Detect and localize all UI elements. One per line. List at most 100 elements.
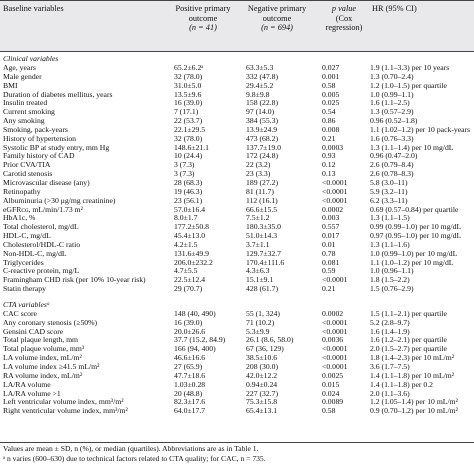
hr-cell: 1.6 (1.4–1.9): [370, 326, 410, 336]
pvalue-cell: 0.027: [322, 63, 340, 72]
pvalue-cell: 0.024: [322, 388, 340, 398]
positive-cell: 13.5±9.6: [174, 89, 202, 99]
hr-cell: 5.9 (3.2–11): [370, 186, 408, 196]
table-row: Carotid stenosis 3 (7.3) 23 (3.3) 0.13 2.6 (…: [0, 169, 474, 179]
pvalue-cell: 0.54: [322, 107, 336, 117]
variable-cell: Retinopathy: [3, 186, 41, 196]
variable-cell: Albuminuria (>30 μg/mg creatinine): [3, 195, 116, 205]
hr-cell: 2.6 (0.79–8.4): [370, 160, 414, 170]
pvalue-cell: 0.78: [322, 248, 336, 258]
hr-cell: 2.6 (0.78–8.3): [370, 169, 414, 179]
pvalue-cell: <0.0001: [322, 177, 348, 187]
positive-cell: 32 (78.0): [174, 133, 203, 143]
negative-cell: 384 (55.3): [246, 116, 279, 126]
positive-cell: 20.0±26.6: [174, 326, 206, 336]
header-hr: HR (95% CI): [372, 4, 417, 13]
hr-cell: 1.6 (0.76–3.3): [370, 133, 414, 143]
variable-cell: Microvascular disease (any): [3, 177, 90, 187]
variable-cell: Right ventricular volume index, mm³/m²: [3, 406, 128, 416]
variable-cell: Systolic BP at study entry, mm Hg: [3, 142, 110, 152]
negative-cell: 13.9±24.9: [246, 124, 278, 134]
variable-cell: HDL-C, mg/dL: [3, 231, 51, 241]
table-row: Family history of CAD 10 (24.4) 172 (24.8)…: [0, 152, 474, 161]
positive-cell: 206.0±232.2: [174, 257, 213, 267]
negative-cell: 428 (61.7): [246, 284, 279, 294]
pvalue-cell: 0.59: [322, 266, 336, 276]
hr-cell: 6.2 (3.3–11): [370, 195, 408, 205]
table-row: LA/RA volume 1.03±0.28 0.94±0.24 0.015 1.4 (…: [0, 379, 474, 390]
negative-cell: 29.4±5.2: [246, 80, 274, 90]
table-row: Non-HDL-C, mg/dL 131.6±49.9 129.7±32.7 0.78…: [0, 248, 474, 259]
negative-cell: 172 (24.8): [246, 151, 279, 161]
positive-cell: 1.03±0.28: [174, 379, 206, 389]
negative-cell: 15.1±9.1: [246, 275, 274, 285]
negative-cell: 66.6±15.5: [246, 204, 278, 214]
hr-cell: 3.6 (1.7–7.5): [370, 362, 410, 371]
table-row: CAC score 148 (40, 490) 55 (1, 324) 0.0002 1…: [0, 308, 474, 319]
table-row: eGFRᴄɢ, mL/min/1.73 m² 57.0±16.4 66.6±15.5…: [0, 204, 474, 215]
table-row: Total cholesterol, mg/dL 177.2±50.8 180.3±…: [0, 222, 474, 232]
positive-cell: 64.0±17.7: [174, 406, 206, 416]
table-row: Insulin treated 16 (39.0) 158 (22.8) 0.025 1…: [0, 99, 474, 108]
table-row: Cholesterol/HDL-C ratio 4.2±1.5 3.7±1.1 0.0…: [0, 239, 474, 250]
variable-cell: Insulin treated: [3, 98, 48, 108]
variable-cell: LA volume index, mL/m²: [3, 353, 82, 363]
section-title: Clinical variables: [0, 54, 474, 64]
positive-cell: 45.4±13.0: [174, 231, 206, 241]
pvalue-cell: 0.081: [322, 257, 340, 267]
variable-cell: C-reactive protein, mg/L: [3, 266, 80, 276]
hr-cell: 1.2 (1.0–1.5) per quartile: [370, 80, 447, 90]
header-pvalue: p value (Cox regression): [325, 4, 363, 33]
hr-cell: 2.0 (1.1–3.6): [370, 388, 410, 398]
variable-cell: Prior CVA/TIA: [3, 160, 51, 170]
table-row: Systolic BP at study entry, mm Hg 148.6±2…: [0, 142, 474, 153]
variable-cell: RA volume index, mL/m²: [3, 370, 83, 380]
variable-cell: Triglycerides: [3, 257, 44, 267]
section-title-text: Clinical variables: [3, 54, 59, 63]
positive-cell: 3 (7.3): [174, 169, 195, 179]
header-rule: [0, 51, 474, 52]
table-row: LA volume index, mL/m² 46.6±16.6 38.5±10.6…: [0, 353, 474, 363]
table-row: Prior CVA/TIA 3 (7.3) 22 (3.2) 0.12 2.6 (0.7…: [0, 160, 474, 170]
variable-cell: Gensini CAD score: [3, 326, 64, 336]
negative-cell: 63.3±5.3: [246, 63, 274, 72]
pvalue-cell: 0.0003: [322, 142, 344, 152]
negative-cell: 137.7±19.0: [246, 142, 281, 152]
positive-cell: 8.0±1.7: [174, 213, 198, 223]
positive-cell: 32 (78.0): [174, 71, 203, 81]
hr-cell: 1.1 (1.02–1.2) per 10 pack-years: [370, 124, 471, 134]
pvalue-cell: <0.0001: [322, 317, 348, 327]
header-negative: Negative primary outcome (n = 694): [247, 4, 307, 33]
variable-cell: Any coronary stenosis (≥50%): [3, 317, 98, 327]
hr-cell: 1.3 (0.57–2.9): [370, 107, 414, 117]
negative-cell: 26.1 (8.6, 58.0): [246, 335, 294, 345]
pvalue-cell: 0.557: [322, 222, 340, 232]
pvalue-cell: 0.58: [322, 80, 336, 90]
hr-cell: 0.96 (0.52–1.8): [370, 116, 418, 126]
header-positive: Positive primary outcome (n = 41): [175, 4, 231, 33]
hr-cell: 1.6 (1.2–2.1) per quartile: [370, 335, 447, 345]
table-row: Left ventricular volume index, mm³/m² 82.…: [0, 398, 474, 407]
pvalue-cell: 0.01: [322, 239, 336, 249]
hr-cell: 0.97 (0.95–1.0) per 10 mg/dL: [370, 231, 462, 241]
hr-cell: 0.96 (0.47–2.0): [370, 151, 418, 161]
variable-cell: eGFRᴄɢ, mL/min/1.73 m²: [3, 204, 83, 214]
hr-cell: 1.0 (0.96–1.1): [370, 266, 414, 276]
top-rule: [0, 0, 474, 1]
positive-cell: 23 (56.1): [174, 195, 203, 205]
hr-cell: 1.3 (1.1–1.4) per 10 mg/dL: [370, 142, 454, 152]
pvalue-cell: 0.015: [322, 379, 340, 389]
positive-cell: 29 (70.7): [174, 284, 203, 294]
negative-cell: 22 (3.2): [246, 160, 271, 170]
variable-cell: LA/RA volume >1: [3, 388, 61, 398]
table-header: Baseline variables Positive primary outc…: [0, 0, 474, 52]
hr-cell: 1.5 (1.1–2.1) per quartile: [370, 308, 447, 318]
negative-cell: 5.3±9.9: [246, 326, 270, 336]
positive-cell: 65.2±6.2ᵃ: [174, 63, 204, 72]
negative-cell: 180.3±35.0: [246, 222, 281, 232]
variable-cell: Total plaque volume, mm³: [3, 344, 85, 354]
table-row: HDL-C, mg/dL 45.4±13.0 51.0±14.3 0.017 0.97 …: [0, 231, 474, 241]
hr-cell: 1.2 (1.05–1.4) per 10 mL/m²: [370, 397, 458, 407]
hr-cell: 1.9 (1.1–3.3) per 10 years: [370, 63, 450, 72]
table-row: Framingham CHD risk (per 10% 10-year ris…: [0, 275, 474, 285]
